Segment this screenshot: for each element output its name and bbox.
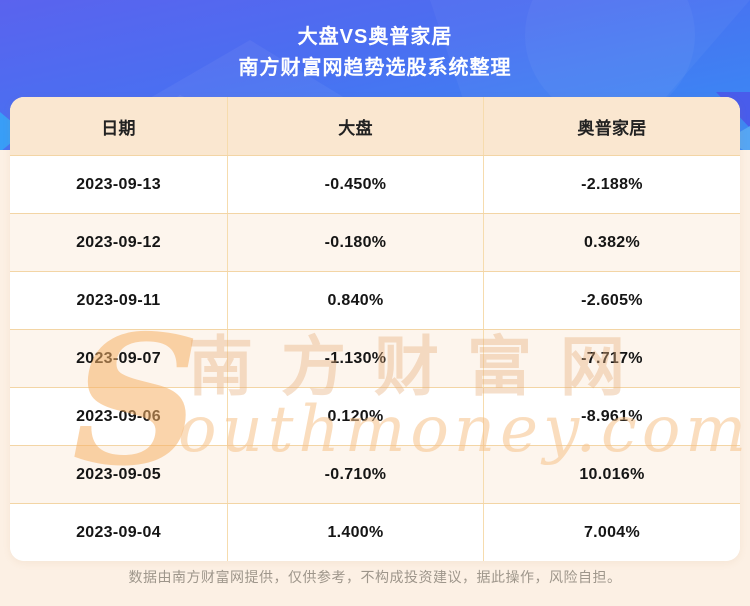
table-row: 2023-09-07 -1.130% -7.717% xyxy=(10,329,740,387)
table-header-row: 日期 大盘 奥普家居 xyxy=(10,97,740,155)
market-change-cell: 1.400% xyxy=(228,504,484,561)
column-header-date: 日期 xyxy=(10,97,228,155)
table-row: 2023-09-06 0.120% -8.961% xyxy=(10,387,740,445)
table-row: 2023-09-05 -0.710% 10.016% xyxy=(10,445,740,503)
market-change-cell: 0.120% xyxy=(228,388,484,445)
date-cell: 2023-09-06 xyxy=(10,388,228,445)
market-change-cell: -0.180% xyxy=(228,214,484,271)
page-title: 大盘VS奥普家居 xyxy=(297,26,453,48)
column-header-market: 大盘 xyxy=(228,97,484,155)
disclaimer-text: 数据由南方财富网提供，仅供参考，不构成投资建议，据此操作，风险自担。 xyxy=(128,569,622,585)
date-cell: 2023-09-12 xyxy=(10,214,228,271)
stock-change-cell: -2.605% xyxy=(581,291,643,309)
page-subtitle: 南方财富网趋势选股系统整理 xyxy=(238,57,512,79)
comparison-table: 日期 大盘 奥普家居 2023-09-13 -0.450% -2.188% 20… xyxy=(10,97,740,561)
date-cell: 2023-09-13 xyxy=(10,156,228,213)
hero-text: 大盘VS奥普家居 南方财富网趋势选股系统整理 xyxy=(0,22,750,84)
stock-change-cell: 7.004% xyxy=(583,523,641,541)
date-cell: 2023-09-11 xyxy=(10,272,228,329)
market-change-cell: -0.710% xyxy=(228,446,484,503)
stock-change-cell: 10.016% xyxy=(579,465,645,483)
stock-change-cell: -7.717% xyxy=(581,349,643,367)
table-row: 2023-09-11 0.840% -2.605% xyxy=(10,271,740,329)
stock-change-cell: -8.961% xyxy=(581,407,643,425)
table-row: 2023-09-13 -0.450% -2.188% xyxy=(10,155,740,213)
market-change-cell: -0.450% xyxy=(228,156,484,213)
date-cell: 2023-09-05 xyxy=(10,446,228,503)
market-change-cell: -1.130% xyxy=(228,330,484,387)
stock-change-cell: -2.188% xyxy=(581,175,643,193)
date-cell: 2023-09-07 xyxy=(10,330,228,387)
market-change-cell: 0.840% xyxy=(228,272,484,329)
stock-change-cell: 0.382% xyxy=(583,233,641,251)
table-row: 2023-09-12 -0.180% 0.382% xyxy=(10,213,740,271)
table-row: 2023-09-04 1.400% 7.004% xyxy=(10,503,740,561)
date-cell: 2023-09-04 xyxy=(10,504,228,561)
column-header-stock: 奥普家居 xyxy=(577,118,647,138)
